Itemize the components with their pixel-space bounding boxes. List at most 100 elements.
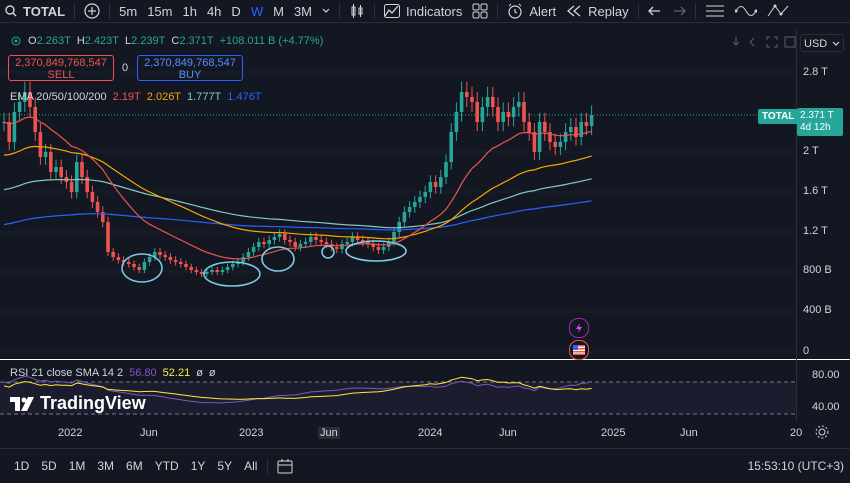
symbol-search[interactable]: TOTAL <box>0 0 70 22</box>
range-3m[interactable]: 3M <box>97 459 115 473</box>
candle-body <box>340 244 344 249</box>
fullscreen-icon[interactable] <box>766 36 778 48</box>
candle-body <box>158 252 162 255</box>
candle-body <box>496 107 500 122</box>
annotation-circle[interactable] <box>321 245 335 259</box>
rsi-sma-line <box>3 376 592 400</box>
candle-body <box>173 260 178 262</box>
go-to-date-button[interactable] <box>272 455 298 477</box>
candle-body <box>355 237 360 240</box>
undo-arrow-icon[interactable] <box>748 36 760 48</box>
undo-button[interactable] <box>643 0 667 22</box>
candle-body <box>345 242 349 244</box>
candle-body <box>449 132 453 162</box>
ema20-value: 2.19T <box>112 91 141 103</box>
eye-icon[interactable] <box>10 36 22 46</box>
drawing-tool-button[interactable] <box>730 0 762 22</box>
pattern-tool-button[interactable] <box>762 0 794 22</box>
interval-15m[interactable]: 15m <box>147 3 173 19</box>
time-axis-label: 2025 <box>601 427 626 439</box>
price-axis[interactable] <box>796 30 850 422</box>
candle-body <box>85 177 89 192</box>
ema50-line <box>3 145 592 240</box>
annotation-circle[interactable] <box>261 246 295 272</box>
download-arrow-icon[interactable] <box>730 36 742 48</box>
currency-select[interactable]: USD <box>800 34 844 52</box>
divider <box>637 3 639 19</box>
chevron-down-icon <box>322 8 330 13</box>
candle-body <box>418 197 422 202</box>
annotation-circle[interactable] <box>203 261 261 287</box>
sell-button[interactable]: 2,370,849,768,547 SELL <box>8 55 114 81</box>
ohlc-close: C2.371T <box>171 35 214 47</box>
ema200-line <box>3 200 592 231</box>
ohlc-change: +108.011 B (+4.77%) <box>219 35 324 47</box>
candle-body <box>132 264 136 267</box>
settings-button[interactable] <box>815 425 829 442</box>
candle-body <box>485 97 490 107</box>
rsi-pane[interactable] <box>0 360 796 422</box>
range-ytd[interactable]: YTD <box>154 459 179 473</box>
replay-button[interactable]: Replay <box>561 0 633 22</box>
buy-button[interactable]: 2,370,849,768,547 BUY <box>137 55 243 81</box>
interval-1h[interactable]: 1h <box>182 3 197 19</box>
alert-button[interactable]: Alert <box>502 0 561 22</box>
candle-body <box>428 182 433 192</box>
maximize-icon[interactable] <box>784 36 796 48</box>
price-chart[interactable] <box>0 30 796 360</box>
rsi-legend[interactable]: RSI 21 close SMA 14 2 56.80 52.21 ø ø <box>10 367 216 379</box>
interval-dropdown[interactable] <box>317 0 335 22</box>
pane-separator[interactable] <box>0 359 850 360</box>
candle-body <box>12 112 17 142</box>
range-5y[interactable]: 5Y <box>217 459 233 473</box>
range-all[interactable]: All <box>244 459 258 473</box>
lightning-event-icon[interactable] <box>569 318 589 338</box>
candle-body <box>366 242 370 244</box>
candle-body <box>381 247 386 250</box>
compare-button[interactable] <box>79 0 105 22</box>
rsi-axis-label-80: 80.00 <box>812 369 840 381</box>
interval-4h[interactable]: 4h <box>206 3 222 19</box>
annotation-circle[interactable] <box>121 253 163 283</box>
candle-body <box>413 202 417 207</box>
ema-legend[interactable]: EMA 20/50/100/200 2.19T 2.026T 1.777T 1.… <box>10 91 262 103</box>
candle-body <box>7 122 11 142</box>
interval-m[interactable]: M <box>273 3 284 19</box>
candle-body <box>537 122 542 152</box>
interval-5m[interactable]: 5m <box>119 3 138 19</box>
annotation-circle[interactable] <box>345 240 407 262</box>
us-flag-event-icon[interactable] <box>569 340 589 360</box>
rsi-value: 56.80 <box>129 367 157 379</box>
indicators-label: Indicators <box>406 3 463 19</box>
candle-body <box>199 272 204 274</box>
range-6m[interactable]: 6M <box>126 459 143 473</box>
candle-body <box>28 92 32 107</box>
ohlc-high: H2.423T <box>76 35 120 47</box>
range-1y[interactable]: 1Y <box>190 459 206 473</box>
candle-body <box>558 142 563 147</box>
ohlc-legend: O2.263T H2.423T L2.239T C2.371T +108.011… <box>10 35 323 47</box>
candle-body <box>402 212 407 222</box>
chart-type-button[interactable] <box>344 0 370 22</box>
redo-button[interactable] <box>667 0 691 22</box>
range-1d[interactable]: 1D <box>14 459 30 473</box>
candle-body <box>465 92 469 97</box>
templates-button[interactable] <box>467 0 493 22</box>
interval-w[interactable]: W <box>250 3 264 19</box>
chart-corner-controls <box>730 36 796 48</box>
layout-button[interactable] <box>700 0 730 22</box>
clock[interactable]: 15:53:10 (UTC+3) <box>747 459 844 473</box>
time-axis[interactable]: 2022 Jun 2023 Jun 2024 Jun 2025 Jun 20 <box>0 422 802 444</box>
candle-body <box>246 252 251 257</box>
time-axis-label: Jun <box>499 427 517 439</box>
candle-body <box>506 112 511 117</box>
interval-d[interactable]: D <box>231 3 241 19</box>
range-5d[interactable]: 5D <box>41 459 57 473</box>
price-axis-label: 1.6 T <box>803 185 828 197</box>
interval-3m[interactable]: 3M <box>293 3 312 19</box>
rsi-sma-value: 52.21 <box>162 367 191 379</box>
range-1m[interactable]: 1M <box>68 459 86 473</box>
indicators-button[interactable]: Indicators <box>379 0 467 22</box>
candle-body <box>491 97 495 107</box>
candle-body <box>184 264 188 267</box>
